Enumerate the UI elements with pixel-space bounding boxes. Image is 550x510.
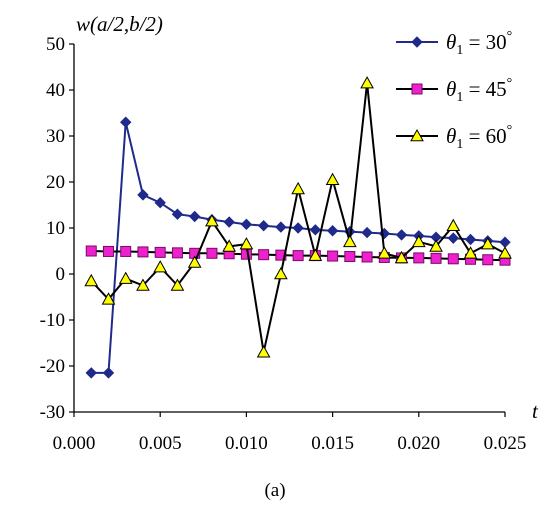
y-tick-label: -30 (40, 402, 65, 423)
data-point (360, 76, 374, 89)
data-point (102, 367, 115, 379)
y-axis-label: w(a/2,b/2) (76, 12, 163, 36)
data-point (394, 250, 409, 264)
x-tick-label: 0.015 (311, 433, 354, 454)
data-point (498, 246, 512, 259)
x-axis-label: t (532, 399, 539, 423)
legend-marker (411, 36, 423, 48)
y-tick-label: 40 (46, 80, 65, 101)
data-point (206, 247, 218, 259)
data-point (395, 229, 408, 241)
y-tick-label: 30 (46, 126, 65, 147)
data-point (309, 224, 322, 236)
data-point (342, 234, 357, 248)
data-point (102, 245, 114, 257)
y-tick-label: -10 (40, 310, 65, 331)
data-point (275, 249, 287, 261)
legend-entry-3: θ1 = 60° (396, 123, 512, 152)
legend-label: θ1 = 45° (446, 76, 512, 105)
data-point (187, 255, 202, 268)
data-point (274, 266, 288, 280)
data-point (84, 273, 99, 287)
legend-entry-2: θ1 = 45° (396, 76, 512, 105)
series-3 (84, 76, 512, 358)
data-point (413, 252, 425, 264)
data-point (205, 214, 219, 227)
data-point (275, 221, 287, 233)
data-point (137, 189, 149, 201)
data-point (447, 232, 459, 244)
data-point (240, 248, 252, 260)
axes: -30 -20 -10 0 10 20 30 40 50 0.000 0.005 0.010 0.015… (40, 34, 527, 454)
data-point (446, 218, 461, 231)
data-point (137, 246, 149, 258)
series-line (91, 121, 506, 374)
x-tick-label: 0.010 (225, 433, 268, 454)
legend-label: θ1 = 30° (446, 29, 512, 58)
data-point (292, 222, 304, 234)
data-point (447, 253, 459, 265)
data-point (463, 246, 478, 259)
data-point (377, 246, 392, 259)
series-2 (85, 245, 511, 266)
y-tick-label: 50 (46, 34, 65, 55)
data-point (170, 278, 185, 291)
data-point (223, 216, 235, 228)
data-point (188, 210, 201, 223)
data-point (378, 227, 391, 240)
data-point (464, 233, 477, 246)
data-point (327, 250, 339, 262)
x-tick-label: 0.020 (397, 433, 440, 454)
y-tick-label: 10 (46, 218, 65, 239)
legend-label: θ1 = 60° (446, 123, 512, 152)
data-point (258, 249, 270, 261)
data-point (429, 239, 443, 252)
data-point (361, 226, 373, 239)
data-point (239, 237, 254, 250)
data-point (344, 251, 356, 263)
series-1 (85, 116, 511, 379)
data-point (482, 254, 494, 266)
x-tick-label: 0.000 (53, 433, 96, 454)
legend: θ1 = 30° θ1 = 45° θ1 = 60° (396, 29, 512, 152)
data-point (292, 250, 304, 262)
data-point (499, 236, 511, 248)
data-point (85, 245, 97, 257)
data-point (222, 239, 237, 252)
series-line (90, 82, 506, 353)
data-point (430, 252, 442, 264)
series-layer (84, 76, 512, 379)
x-tick-label: 0.025 (484, 433, 527, 454)
data-point (154, 246, 166, 258)
data-point (118, 271, 133, 284)
data-point (136, 278, 150, 291)
y-tick-label: -20 (40, 356, 65, 377)
x-tick-label: 0.005 (139, 433, 182, 454)
data-point (256, 345, 271, 358)
figure-caption: (a) (264, 480, 285, 501)
data-point (325, 172, 340, 185)
y-tick-label: 20 (46, 172, 65, 193)
legend-entry-1: θ1 = 30° (396, 29, 512, 58)
data-point (101, 292, 116, 305)
y-tick-label: 0 (56, 264, 66, 285)
data-point (480, 237, 495, 250)
data-point (240, 218, 253, 231)
data-point (326, 225, 339, 237)
data-point (291, 181, 305, 195)
legend-marker (411, 83, 423, 95)
data-point (171, 247, 183, 259)
data-point (153, 260, 168, 273)
data-point (154, 196, 166, 209)
data-point (171, 208, 184, 220)
data-point (411, 234, 426, 248)
data-point (120, 116, 132, 128)
data-point (308, 248, 323, 261)
data-point (85, 367, 97, 379)
data-point (257, 219, 270, 232)
data-point (120, 245, 132, 257)
legend-marker (410, 128, 424, 142)
data-point (361, 251, 373, 263)
